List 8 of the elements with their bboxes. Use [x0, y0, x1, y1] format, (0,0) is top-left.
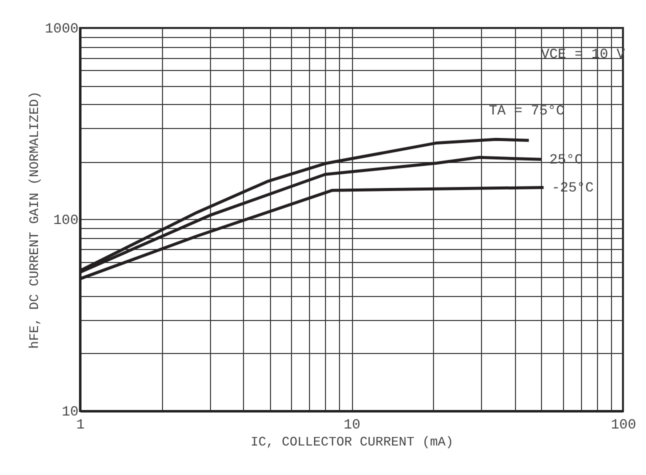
y-tick-label: 100 — [53, 213, 78, 229]
y-tick-label: 10 — [62, 404, 78, 420]
x-tick-label: 10 — [344, 418, 360, 434]
y-axis-title: hFE, DC CURRENT GAIN (NORMALIZED) — [26, 91, 42, 349]
x-tick-label: 1 — [76, 418, 85, 434]
y-tick-label: 1000 — [44, 22, 78, 38]
x-tick-label: 100 — [610, 418, 636, 434]
x-axis-title: IC, COLLECTOR CURRENT (mA) — [250, 434, 454, 450]
